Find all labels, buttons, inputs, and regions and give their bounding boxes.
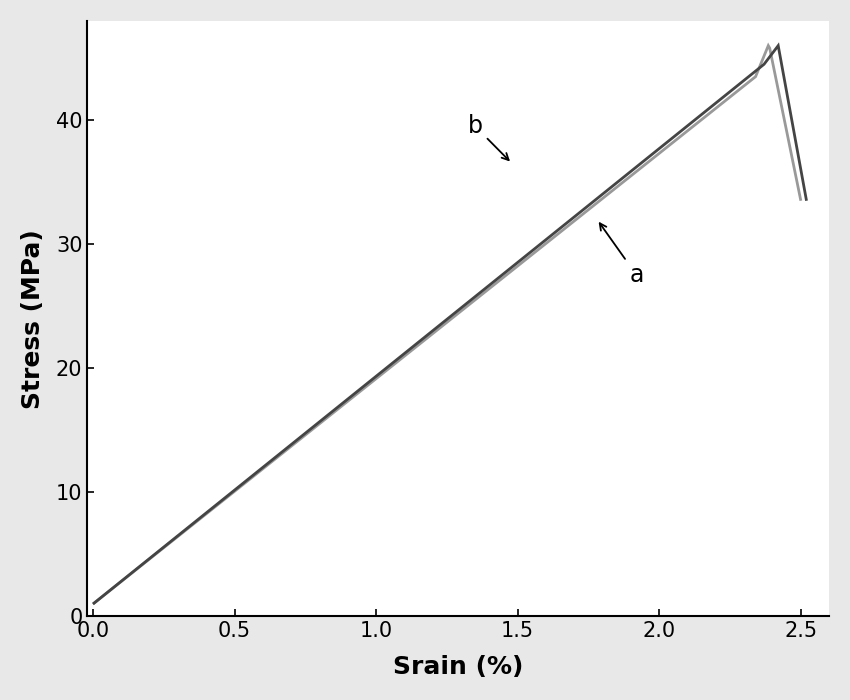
X-axis label: Srain (%): Srain (%) xyxy=(393,655,524,679)
Y-axis label: Stress (MPa): Stress (MPa) xyxy=(21,229,45,409)
Text: b: b xyxy=(468,114,508,160)
Text: a: a xyxy=(600,223,643,287)
